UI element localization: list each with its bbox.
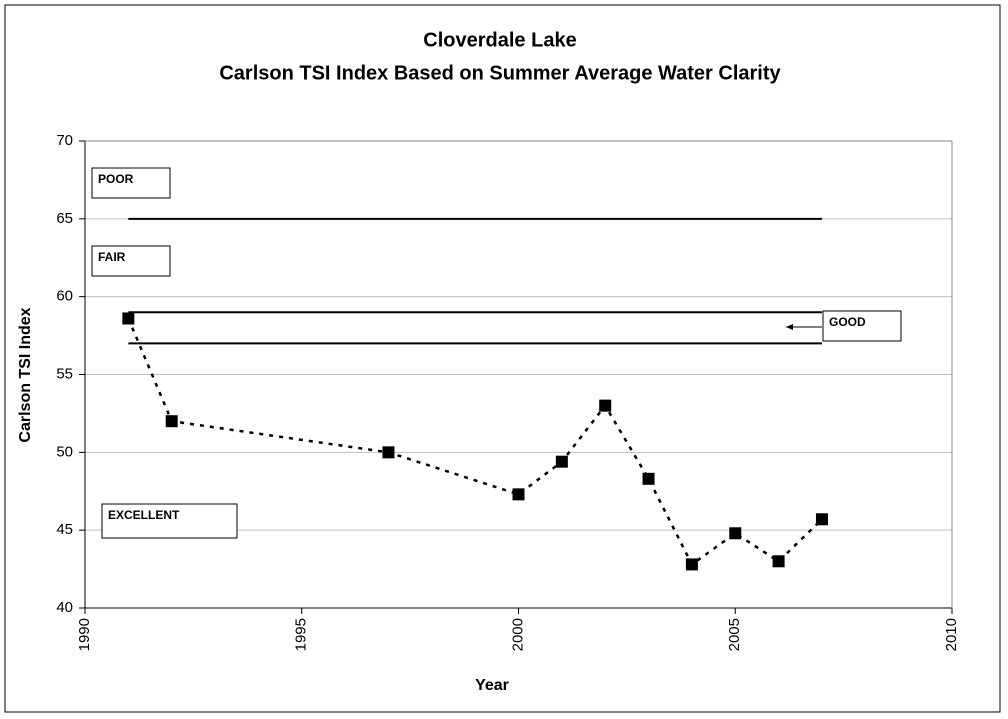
x-tick-label: 1990 [76, 618, 93, 651]
x-tick-label: 2010 [943, 618, 960, 651]
annotation: POOR [98, 172, 134, 186]
chart-border [4, 4, 1001, 713]
annotation: GOOD [829, 315, 866, 329]
data-point [729, 527, 742, 540]
data-point [165, 415, 178, 428]
data-point [512, 488, 525, 501]
x-tick-label: 2005 [726, 618, 743, 651]
data-point [599, 399, 612, 412]
y-tick-label: 55 [56, 365, 73, 382]
annotation-box [91, 245, 171, 277]
data-point [122, 312, 135, 325]
annotation-box [822, 310, 902, 342]
chart-subtitle: Carlson TSI Index Based on Summer Averag… [219, 62, 781, 84]
y-tick-label: 50 [56, 443, 73, 460]
y-tick-label: 70 [56, 132, 73, 149]
annotation-box [91, 167, 171, 199]
chart-title: Cloverdale Lake [423, 29, 576, 51]
annotation-box [101, 503, 238, 539]
x-axis-label: Year [475, 677, 509, 694]
x-tick-label: 1995 [293, 618, 310, 651]
data-point [555, 455, 568, 468]
data-point [772, 555, 785, 568]
x-tick-label: 2000 [509, 618, 526, 651]
data-point [815, 513, 828, 526]
y-tick-label: 65 [56, 210, 73, 227]
data-point [685, 558, 698, 571]
data-point [642, 472, 655, 485]
annotation: EXCELLENT [108, 508, 180, 522]
y-tick-label: 60 [56, 288, 73, 305]
data-point [382, 446, 395, 459]
y-tick-label: 45 [56, 521, 73, 538]
annotation: FAIR [98, 250, 126, 264]
y-tick-label: 40 [56, 599, 73, 616]
y-axis-label: Carlson TSI Index [17, 307, 34, 442]
